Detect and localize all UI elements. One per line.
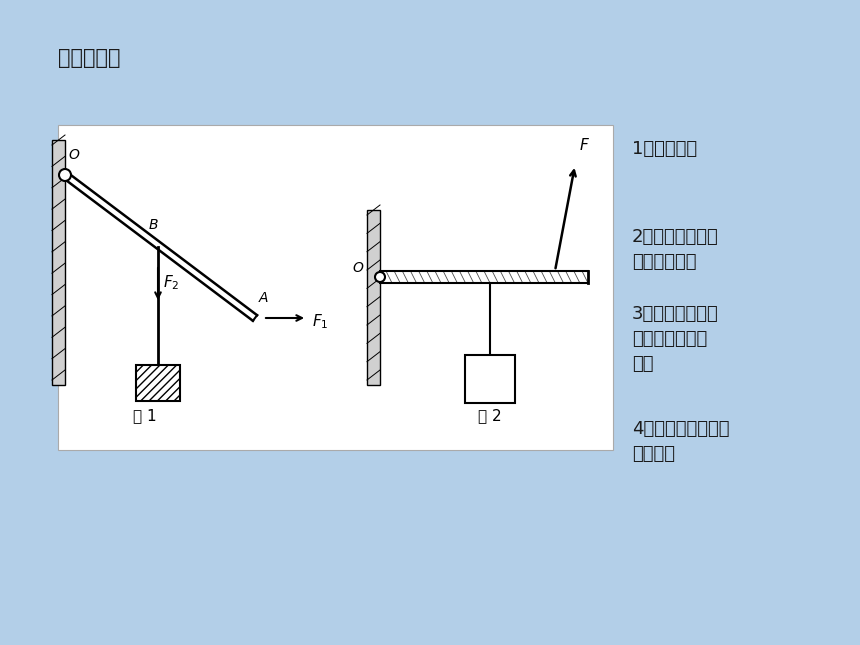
Bar bbox=[136, 365, 180, 401]
Circle shape bbox=[375, 272, 385, 282]
Bar bbox=[52, 140, 65, 385]
Circle shape bbox=[59, 169, 71, 181]
Text: O: O bbox=[352, 261, 363, 275]
Text: 图 2: 图 2 bbox=[478, 408, 502, 423]
Text: 如何画力臂: 如何画力臂 bbox=[58, 48, 120, 68]
Text: 2、画出力的作用
线（用虚线）: 2、画出力的作用 线（用虚线） bbox=[632, 228, 719, 271]
Text: 3、通过支点作这
些力的作用线的
垂线: 3、通过支点作这 些力的作用线的 垂线 bbox=[632, 305, 719, 373]
Text: 4、标出垂直符号，
标出力臂: 4、标出垂直符号， 标出力臂 bbox=[632, 420, 729, 463]
Text: O: O bbox=[68, 148, 79, 162]
Text: F: F bbox=[580, 138, 589, 153]
Text: B: B bbox=[148, 218, 157, 232]
Text: $F_1$: $F_1$ bbox=[312, 313, 329, 332]
Text: $F_2$: $F_2$ bbox=[163, 273, 180, 292]
Bar bbox=[58, 125, 613, 450]
Text: 图 1: 图 1 bbox=[133, 408, 157, 423]
Text: 1、找出支点: 1、找出支点 bbox=[632, 140, 697, 158]
Bar bbox=[465, 355, 515, 403]
Text: A: A bbox=[259, 291, 268, 305]
Bar bbox=[367, 210, 380, 385]
